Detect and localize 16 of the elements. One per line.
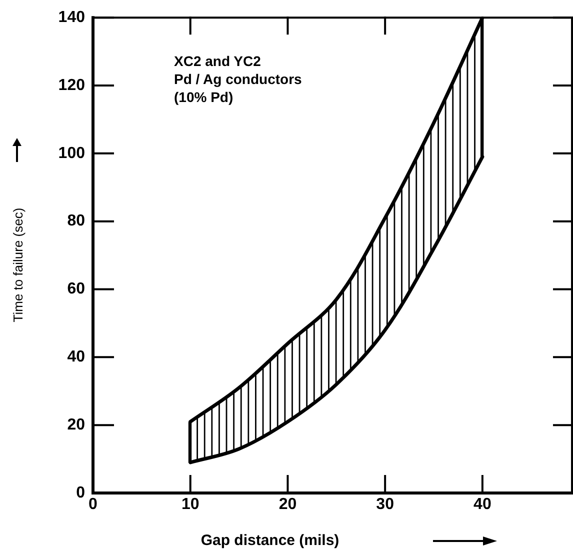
y-tick-label: 20 (67, 416, 86, 434)
y-tick-label: 80 (67, 212, 86, 230)
y-tick-label: 0 (76, 484, 86, 502)
y-axis-title: Time to failure (sec) (10, 208, 26, 322)
x-tick-label: 20 (278, 496, 297, 514)
y-tick-label: 60 (67, 280, 86, 298)
annotation: XC2 and YC2 Pd / Ag conductors (10% Pd) (174, 52, 302, 105)
y-tick-label: 40 (67, 348, 86, 366)
y-tick-label: 100 (58, 144, 86, 162)
x-tick-label: 0 (88, 496, 98, 514)
y-tick-label: 120 (58, 76, 86, 94)
y-tick-label: 140 (58, 9, 86, 26)
x-tick-label: 40 (474, 496, 492, 514)
x-tick-label: 30 (376, 496, 394, 514)
x-tick-label: 10 (181, 496, 200, 514)
x-axis-title: Gap distance (mils) (200, 532, 340, 550)
